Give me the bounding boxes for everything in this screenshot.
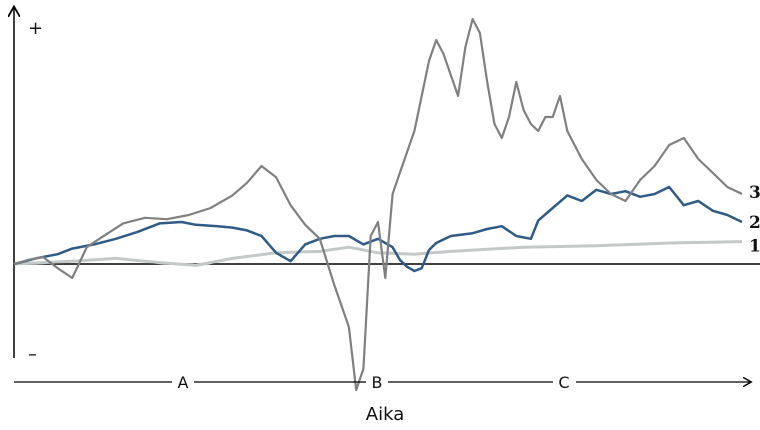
series-layer xyxy=(13,17,743,392)
phase-label-c: C xyxy=(558,373,569,392)
phase-label-b: B xyxy=(372,373,383,392)
series-labels: 1 2 3 xyxy=(749,183,760,257)
x-axis-title: Aika xyxy=(366,404,404,425)
series-label-1: 1 xyxy=(749,237,760,257)
y-axis-bottom-sign: – xyxy=(28,344,37,365)
series-line-2 xyxy=(13,185,743,273)
y-axis-top-sign: + xyxy=(28,18,43,39)
series-label-3: 3 xyxy=(749,183,760,203)
series-line-1 xyxy=(13,240,743,267)
time-axis: A B C xyxy=(14,373,750,392)
phase-label-a: A xyxy=(178,373,189,392)
series-label-2: 2 xyxy=(749,213,760,233)
series-line-3 xyxy=(13,17,743,392)
